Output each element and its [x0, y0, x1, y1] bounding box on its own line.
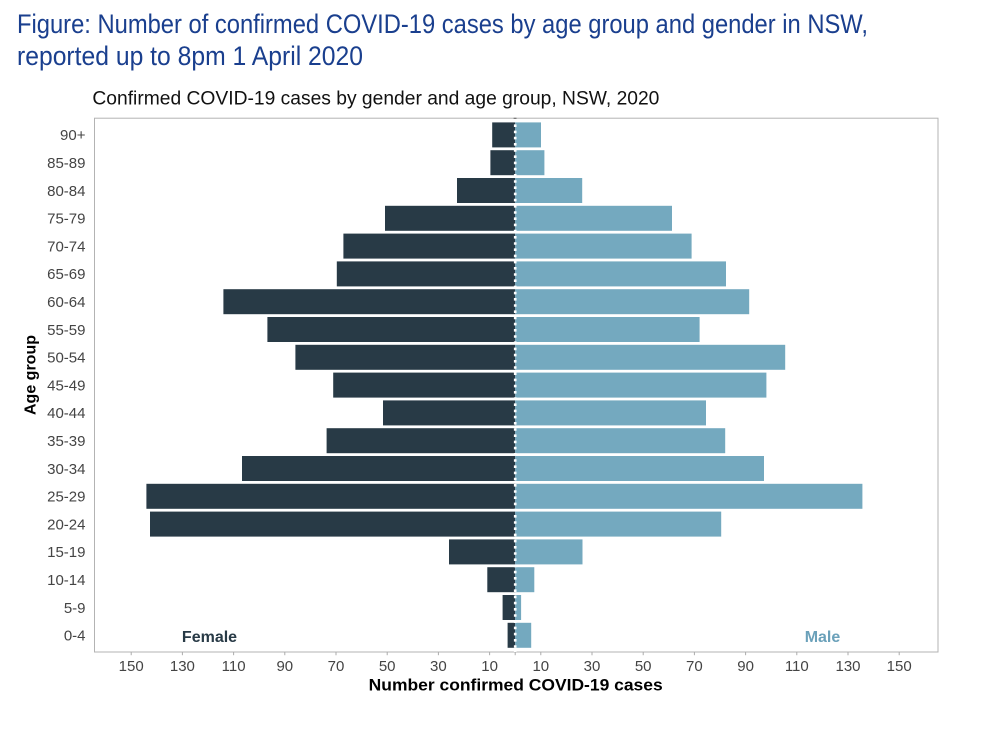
- svg-text:110: 110: [785, 658, 809, 675]
- svg-text:Age group: Age group: [23, 335, 40, 415]
- svg-text:130: 130: [835, 658, 860, 675]
- svg-text:90+: 90+: [60, 127, 86, 144]
- svg-text:60-64: 60-64: [47, 294, 85, 311]
- svg-text:85-89: 85-89: [47, 155, 85, 172]
- svg-text:Figure: Number of confirmed CO: Figure: Number of confirmed COVID-19 cas…: [17, 9, 868, 39]
- svg-text:15-19: 15-19: [47, 544, 85, 561]
- svg-text:35-39: 35-39: [47, 433, 85, 450]
- svg-text:70: 70: [686, 658, 703, 675]
- svg-text:Number confirmed COVID-19 case: Number confirmed COVID-19 cases: [369, 676, 663, 695]
- svg-text:30: 30: [430, 658, 447, 675]
- svg-text:75-79: 75-79: [47, 211, 85, 228]
- svg-text:40-44: 40-44: [47, 405, 85, 422]
- svg-text:5-9: 5-9: [64, 600, 86, 617]
- svg-text:Confirmed COVID-19 cases by ge: Confirmed COVID-19 cases by gender and a…: [92, 88, 659, 109]
- svg-text:Female: Female: [182, 629, 237, 646]
- svg-text:90: 90: [276, 658, 293, 675]
- svg-text:50: 50: [379, 658, 396, 675]
- svg-text:30-34: 30-34: [47, 461, 85, 478]
- svg-text:10: 10: [481, 658, 498, 675]
- svg-text:50-54: 50-54: [47, 350, 85, 367]
- svg-text:90: 90: [737, 658, 754, 675]
- svg-text:20-24: 20-24: [47, 516, 85, 533]
- svg-text:65-69: 65-69: [47, 266, 85, 283]
- svg-text:reported up to 8pm 1 April 202: reported up to 8pm 1 April 2020: [17, 41, 363, 71]
- svg-text:150: 150: [887, 658, 912, 675]
- svg-text:25-29: 25-29: [47, 489, 85, 506]
- svg-text:0-4: 0-4: [64, 628, 86, 645]
- svg-text:30: 30: [584, 658, 601, 675]
- svg-text:70: 70: [328, 658, 345, 675]
- svg-text:10: 10: [532, 658, 549, 675]
- svg-text:55-59: 55-59: [47, 322, 85, 339]
- svg-text:80-84: 80-84: [47, 183, 85, 200]
- svg-text:150: 150: [119, 658, 144, 675]
- svg-text:45-49: 45-49: [47, 377, 85, 394]
- svg-text:130: 130: [170, 658, 195, 675]
- svg-text:50: 50: [635, 658, 652, 675]
- svg-text:110: 110: [222, 658, 246, 675]
- svg-text:Male: Male: [805, 629, 841, 646]
- svg-text:70-74: 70-74: [47, 238, 85, 255]
- svg-text:10-14: 10-14: [47, 572, 85, 589]
